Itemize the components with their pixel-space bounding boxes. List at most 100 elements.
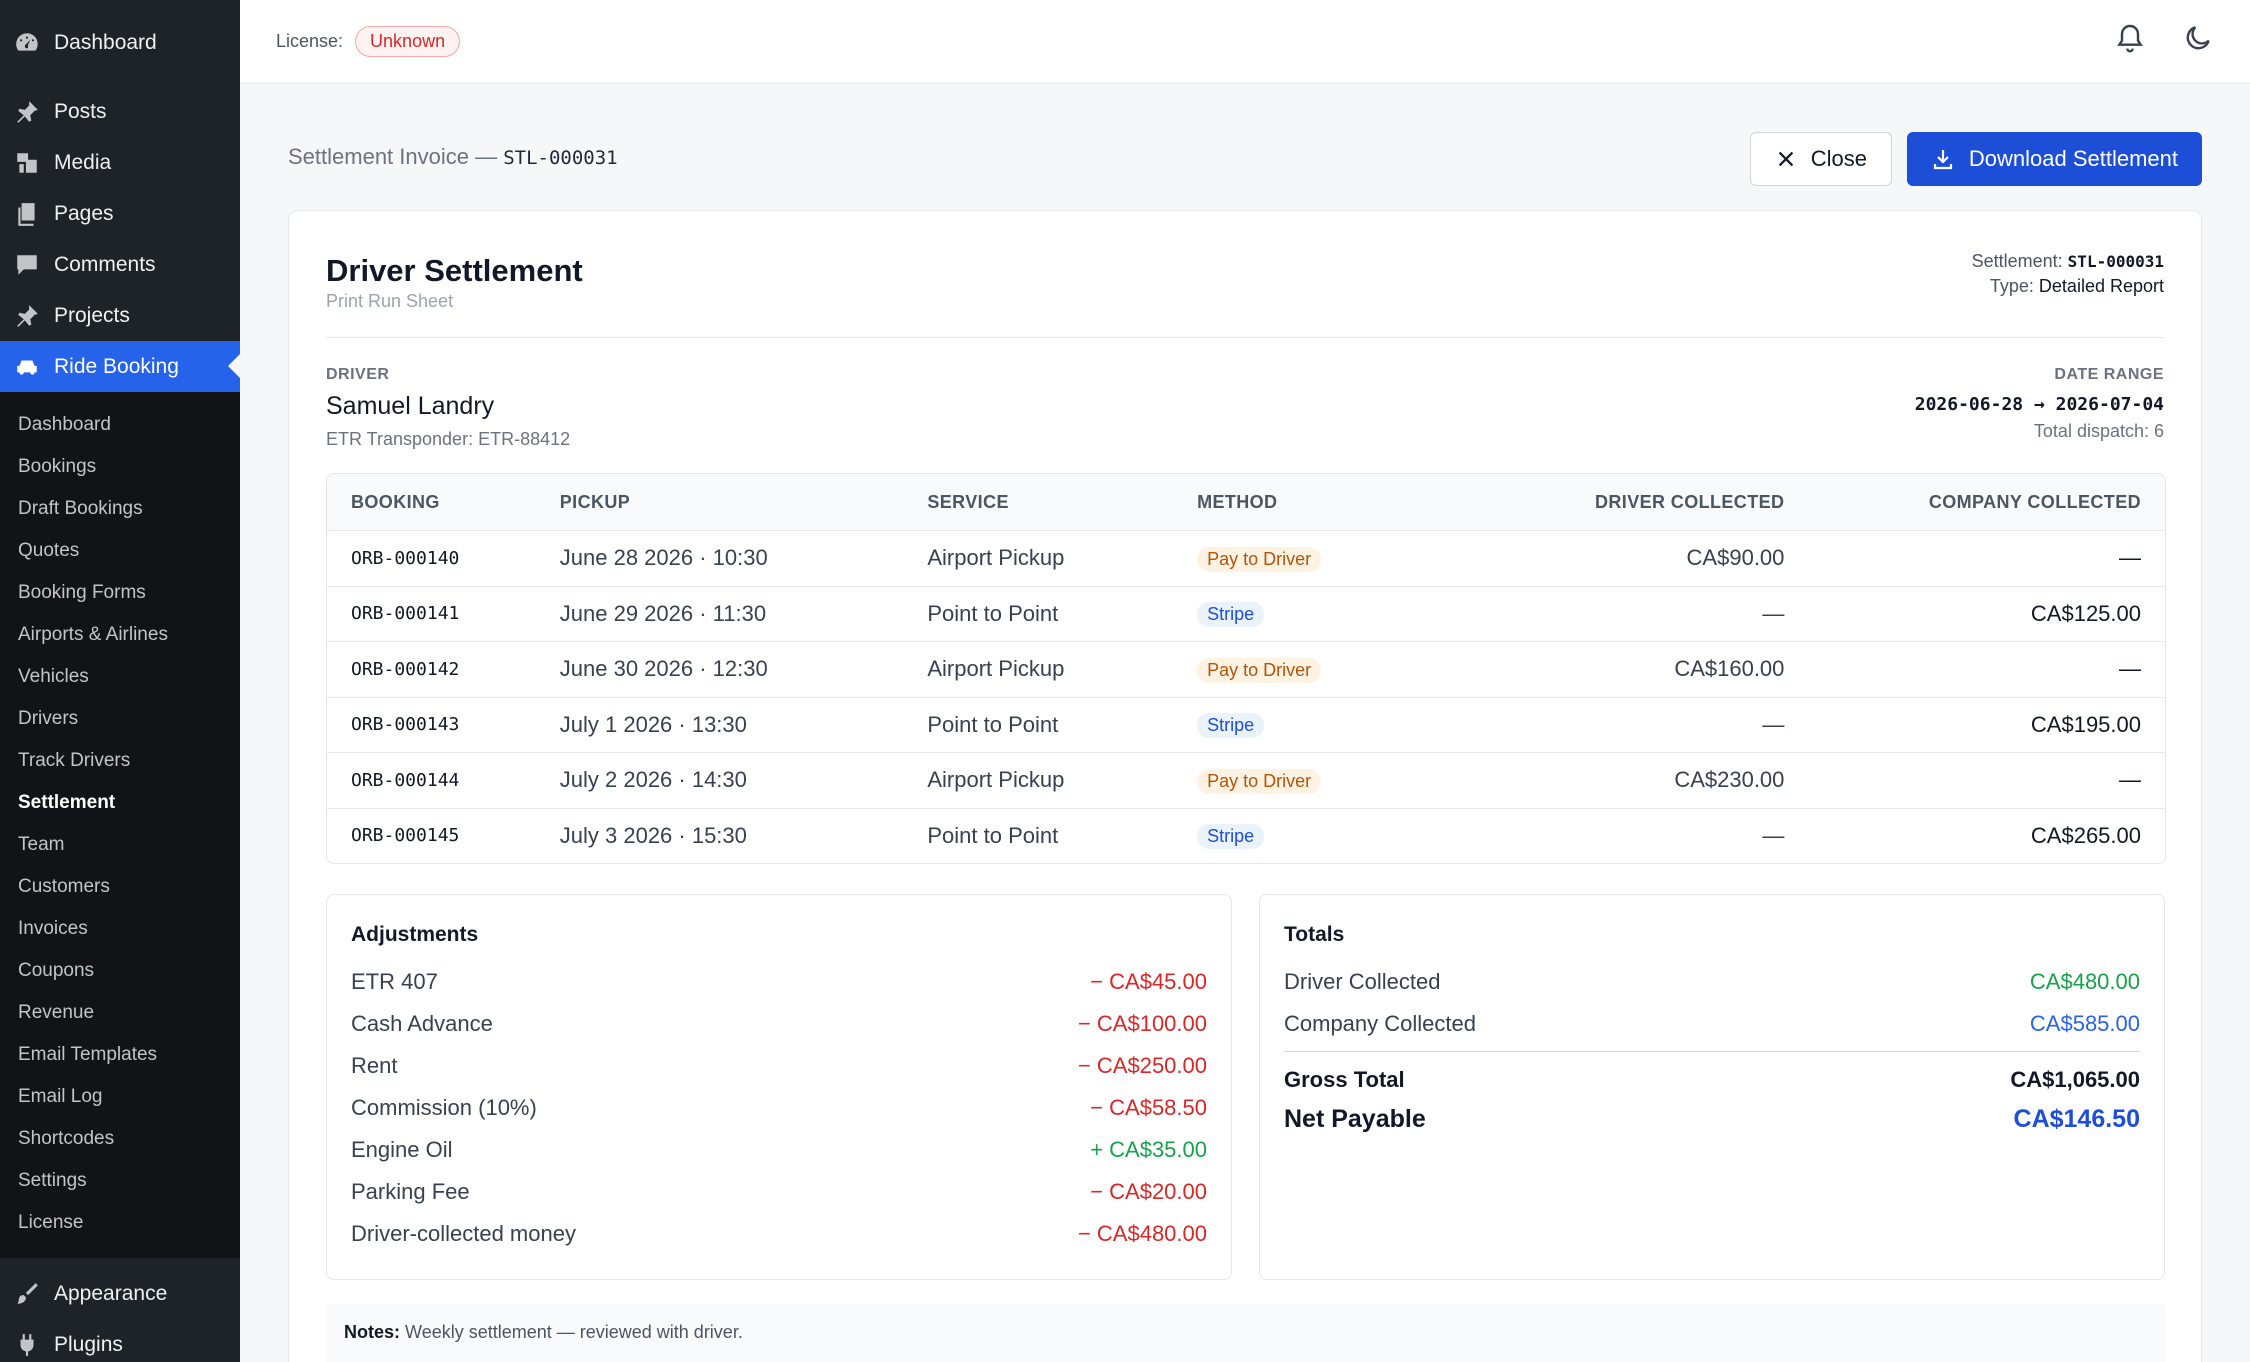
submenu-item-team[interactable]: Team	[18, 834, 65, 855]
download-settlement-button[interactable]: Download Settlement	[1906, 132, 2202, 186]
adjustment-label: Cash Advance	[351, 1011, 493, 1036]
table-row: ORB-000140 June 28 2026 · 10:30 Airport …	[327, 530, 2165, 586]
totals-label: Driver Collected	[1284, 969, 1441, 994]
submenu-item-vehicles[interactable]: Vehicles	[18, 666, 89, 687]
sidebar-item-label: Plugins	[54, 1332, 123, 1356]
submenu-item-quotes[interactable]: Quotes	[18, 540, 80, 561]
sidebar-item-appearance[interactable]: Appearance	[0, 1268, 240, 1319]
submenu-item-bookings[interactable]: Bookings	[18, 456, 97, 477]
sidebar-item-dashboard[interactable]: Dashboard	[0, 17, 240, 68]
adjustment-row: Parking Fee − CA$20.00	[351, 1179, 1207, 1205]
download-icon	[1933, 150, 1952, 170]
adjustment-amount: − CA$100.00	[1077, 1011, 1207, 1036]
method-badge: Pay to Driver	[1197, 768, 1322, 794]
close-button[interactable]: Close	[1749, 132, 1892, 186]
submenu-item-settings[interactable]: Settings	[18, 1170, 87, 1191]
submenu-item-airports-airlines[interactable]: Airports & Airlines	[18, 624, 168, 645]
method-badge: Stripe	[1197, 602, 1265, 628]
column-header-company-collected: COMPANY COLLECTED	[1928, 491, 2141, 512]
settlement-meta: Settlement: STL-000031 Type: Detailed Re…	[1972, 249, 2164, 298]
adjustment-amount: + CA$35.00	[1090, 1137, 1207, 1162]
sidebar-item-media[interactable]: Media	[0, 137, 240, 188]
submenu-item-license[interactable]: License	[18, 1212, 84, 1233]
adjustment-amount: − CA$20.00	[1090, 1179, 1207, 1204]
adjustments-title: Adjustments	[351, 923, 479, 946]
adjustment-label: Driver-collected money	[351, 1221, 576, 1246]
comment-icon	[14, 252, 40, 278]
booking-id: ORB-000143	[351, 714, 460, 736]
document-title: Driver Settlement	[326, 253, 583, 288]
company-collected: CA$125.00	[2030, 600, 2141, 626]
bell-icon[interactable]	[2114, 22, 2146, 59]
type-meta-label: Type:	[1989, 276, 2034, 296]
close-icon	[1778, 151, 1793, 167]
sidebar-item-projects[interactable]: Projects	[0, 290, 240, 341]
table-header-row: BOOKING PICKUP SERVICE METHOD DRIVER COL…	[327, 474, 2165, 530]
submenu-item-email-templates[interactable]: Email Templates	[18, 1044, 158, 1065]
adjustment-row: Cash Advance − CA$100.00	[351, 1011, 1207, 1037]
adjustment-amount: − CA$58.50	[1090, 1095, 1207, 1120]
submenu-item-revenue[interactable]: Revenue	[18, 1002, 95, 1023]
plugin-icon	[14, 1332, 40, 1358]
adjustment-amount: − CA$45.00	[1090, 969, 1207, 994]
adjustment-row: Rent − CA$250.00	[351, 1053, 1207, 1079]
brush-icon	[14, 1281, 40, 1307]
driver-collected: CA$230.00	[1674, 767, 1785, 793]
top-bar: License: Unknown	[240, 0, 2250, 84]
service-type: Point to Point	[927, 711, 1059, 737]
sidebar-item-posts[interactable]: Posts	[0, 86, 240, 137]
pickup-time: July 3 2026 · 15:30	[559, 822, 747, 848]
column-header-method: METHOD	[1197, 491, 1278, 512]
driver-label: DRIVER	[326, 366, 390, 383]
totals-divider	[1284, 1051, 2140, 1052]
adjustment-label: Parking Fee	[351, 1179, 470, 1204]
adjustment-amount: − CA$250.00	[1077, 1053, 1207, 1078]
settlement-meta-label: Settlement:	[1971, 251, 2063, 271]
adjustment-row: Commission (10%) − CA$58.50	[351, 1095, 1207, 1121]
table-row: ORB-000144 July 2 2026 · 14:30 Airport P…	[327, 752, 2165, 808]
driver-collected: —	[1762, 711, 1785, 737]
column-header-pickup: PICKUP	[559, 491, 631, 512]
driver-collected: CA$160.00	[1674, 656, 1785, 682]
submenu-item-draft-bookings[interactable]: Draft Bookings	[18, 498, 143, 519]
sidebar-item-pages[interactable]: Pages	[0, 188, 240, 239]
submenu-item-shortcodes[interactable]: Shortcodes	[18, 1128, 115, 1149]
totals-row-company: Company Collected CA$585.00	[1284, 1011, 2140, 1037]
totals-value: CA$480.00	[2029, 969, 2140, 994]
license-status-badge[interactable]: Unknown	[355, 26, 461, 57]
submenu-item-dashboard[interactable]: Dashboard	[18, 414, 111, 435]
submenu-item-booking-forms[interactable]: Booking Forms	[18, 582, 146, 603]
submenu-item-invoices[interactable]: Invoices	[18, 918, 88, 939]
submenu-item-coupons[interactable]: Coupons	[18, 960, 95, 981]
driver-collected: CA$90.00	[1686, 545, 1785, 571]
submenu-item-track-drivers[interactable]: Track Drivers	[18, 750, 131, 771]
moon-icon[interactable]	[2182, 22, 2214, 59]
download-button-label: Download Settlement	[1968, 146, 2178, 171]
sidebar-item-label: Pages	[54, 201, 114, 225]
driver-collected: —	[1762, 600, 1785, 626]
booking-id: ORB-000145	[351, 825, 460, 847]
breadcrumb-label: Settlement Invoice —	[288, 144, 498, 169]
driver-collected: —	[1762, 822, 1785, 848]
sidebar-item-comments[interactable]: Comments	[0, 239, 240, 290]
driver-info: DRIVER Samuel Landry ETR Transponder: ET…	[326, 366, 570, 450]
sidebar-item-plugins[interactable]: Plugins	[0, 1319, 240, 1362]
service-type: Point to Point	[927, 822, 1059, 848]
submenu-item-customers[interactable]: Customers	[18, 876, 110, 897]
sidebar-item-ride-booking[interactable]: Ride Booking	[0, 341, 240, 392]
submenu-item-drivers[interactable]: Drivers	[18, 708, 79, 729]
notes: Notes: Weekly settlement — reviewed with…	[326, 1304, 2166, 1362]
adjustment-amount: − CA$480.00	[1077, 1221, 1207, 1246]
submenu-item-settlement[interactable]: Settlement	[18, 792, 116, 813]
booking-id: ORB-000141	[351, 603, 460, 625]
admin-sidebar: Dashboard Posts Media Pages Comments Pro…	[0, 0, 240, 1362]
media-icon	[14, 150, 40, 176]
sidebar-item-label: Comments	[54, 252, 156, 276]
totals-title: Totals	[1284, 923, 1345, 946]
license-label: License:	[276, 31, 344, 51]
company-collected: —	[2119, 545, 2141, 571]
table-row: ORB-000145 July 3 2026 · 15:30 Point to …	[327, 807, 2165, 864]
submenu-item-email-log[interactable]: Email Log	[18, 1086, 103, 1107]
date-range-info: DATE RANGE 2026-06-28 → 2026-07-04 Total…	[1915, 366, 2164, 442]
pickup-time: July 2 2026 · 14:30	[559, 767, 747, 793]
